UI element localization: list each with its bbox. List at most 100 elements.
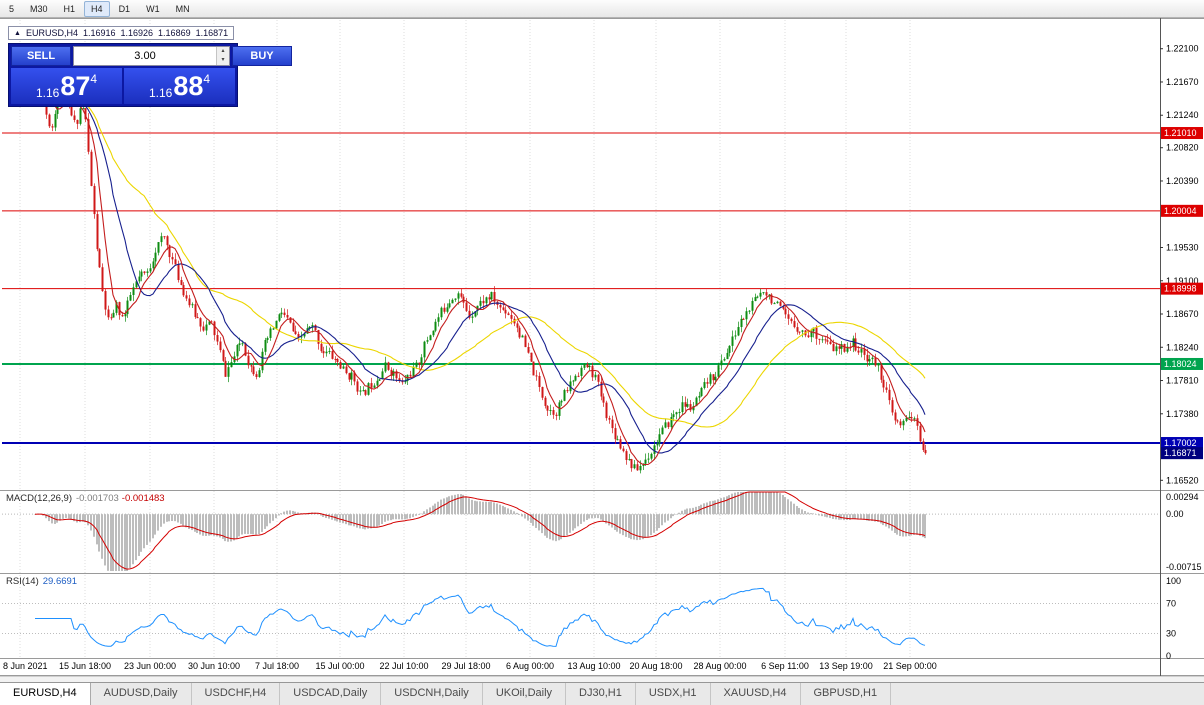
time-axis-label: 8 Jun 2021 [3, 661, 48, 671]
ma-40-line [34, 76, 926, 428]
macd-signal-value: -0.001483 [121, 493, 165, 504]
svg-text:1.20004: 1.20004 [1164, 206, 1197, 216]
ask-big-digits: 88 [173, 71, 204, 101]
time-axis-label: 15 Jun 18:00 [59, 661, 111, 671]
ohlc-low: 1.16869 [158, 28, 191, 38]
ohlc-close: 1.16871 [195, 28, 229, 38]
volume-input[interactable] [74, 47, 216, 65]
svg-text:1.18024: 1.18024 [1164, 359, 1197, 369]
svg-text:100: 100 [1166, 576, 1181, 586]
svg-text:-0.00715: -0.00715 [1166, 562, 1202, 572]
price-axis-label: 1.19100 [1166, 276, 1199, 286]
time-axis-label: 13 Sep 19:00 [819, 661, 873, 671]
price-axis-label: 1.20820 [1166, 143, 1199, 153]
chart-tab-GBPUSD-H1[interactable]: GBPUSD,H1 [801, 683, 892, 705]
timeframe-button-H4[interactable]: H4 [84, 0, 110, 17]
timeframe-button-MN[interactable]: MN [175, 3, 190, 14]
chart-canvas[interactable]: 1.22100 1.21670 1.21240 1.20820 1.20390 1.195… [0, 18, 1204, 676]
chart-tab-EURUSD-H4[interactable]: EURUSD,H4 [0, 683, 91, 705]
moving-averages [34, 76, 926, 466]
rsi-value: 29.6691 [42, 576, 78, 587]
one-click-trading-panel: SELL ▴ ▾ BUY 1.16 87 4 1.16 88 4 [8, 43, 292, 107]
macd-panel: 0.00294 0.00 -0.00715 [2, 491, 1202, 572]
ask-pip-digit: 4 [203, 72, 211, 86]
svg-text:1.17002: 1.17002 [1164, 438, 1197, 448]
rsi-indicator-header: RSI(14) 29.6691 [6, 576, 77, 587]
macd-indicator-header: MACD(12,26,9) -0.001703 -0.001483 [6, 493, 165, 504]
ma-7-line [34, 76, 926, 466]
sell-button[interactable]: SELL [11, 46, 71, 66]
macd-label: MACD(12,26,9) [6, 493, 72, 504]
time-axis-label: 23 Jun 00:00 [124, 661, 176, 671]
ask-prefix: 1.16 [148, 86, 173, 100]
chart-tab-USDCNH-Daily[interactable]: USDCNH,Daily [381, 683, 483, 705]
buy-button[interactable]: BUY [232, 46, 292, 66]
current-price-tag [1161, 447, 1203, 460]
price-axis[interactable]: 1.22100 1.21670 1.21240 1.20820 1.20390 1.195… [1160, 44, 1203, 486]
svg-text:1.21010: 1.21010 [1164, 128, 1197, 138]
price-axis-label: 1.21240 [1166, 110, 1199, 120]
level-price-tag [1161, 204, 1203, 217]
chart-tab-DJ30-H1[interactable]: DJ30,H1 [566, 683, 636, 705]
level-price-tag [1161, 127, 1203, 140]
candles-layer [34, 68, 927, 474]
time-axis-label: 6 Sep 11:00 [761, 661, 809, 671]
price-axis-label: 1.18670 [1166, 309, 1199, 319]
collapse-arrow-icon[interactable]: ▲ [14, 29, 21, 37]
macd-main-value: -0.001703 [76, 493, 119, 504]
bid-pip-digit: 4 [90, 72, 98, 86]
level-price-tag [1161, 357, 1203, 370]
chart-tab-USDCAD-Daily[interactable]: USDCAD,Daily [280, 683, 382, 705]
chart-tab-USDX-H1[interactable]: USDX,H1 [636, 683, 711, 705]
chart-tab-UKOil-Daily[interactable]: UKOil,Daily [483, 683, 567, 705]
time-axis-label: 29 Jul 18:00 [441, 661, 490, 671]
chart-tab-XAUUSD-H4[interactable]: XAUUSD,H4 [711, 683, 801, 705]
chart-tab-AUDUSD-Daily[interactable]: AUDUSD,Daily [91, 683, 192, 705]
volume-spinner: ▴ ▾ [216, 47, 229, 65]
timeframe-button-M30[interactable]: M30 [30, 3, 48, 14]
timeframe-button-D1[interactable]: D1 [118, 3, 131, 14]
price-axis-label: 1.17380 [1166, 409, 1199, 419]
bid-price[interactable]: 1.16 87 4 [11, 68, 122, 104]
time-axis-label: 20 Aug 18:00 [629, 661, 682, 671]
level-price-tag [1161, 437, 1203, 450]
timeframe-button-H1[interactable]: H1 [63, 3, 76, 14]
time-axis[interactable]: 8 Jun 2021 15 Jun 18:00 23 Jun 00:00 30 Jun… [3, 661, 937, 671]
ohlc-high: 1.16926 [120, 28, 154, 38]
level-price-tag [1161, 282, 1203, 295]
volume-field: ▴ ▾ [73, 46, 230, 66]
svg-text:30: 30 [1166, 629, 1176, 639]
price-axis-label: 1.21670 [1166, 77, 1199, 87]
grid-layer [19, 20, 911, 658]
bid-big-digits: 87 [60, 71, 91, 101]
price-axis-label: 1.17810 [1166, 376, 1199, 386]
time-axis-label: 6 Aug 00:00 [506, 661, 554, 671]
rsi-label: RSI(14) [6, 576, 39, 587]
bid-prefix: 1.16 [35, 86, 60, 100]
ask-price[interactable]: 1.16 88 4 [124, 68, 235, 104]
svg-text:0: 0 [1166, 651, 1171, 661]
price-axis-label: 1.16520 [1166, 475, 1199, 485]
ohlc-open: 1.16916 [82, 28, 116, 38]
price-axis-label: 1.19530 [1166, 242, 1199, 252]
volume-up-icon[interactable]: ▴ [217, 47, 229, 56]
svg-text:0.00294: 0.00294 [1166, 492, 1199, 502]
time-axis-label: 15 Jul 00:00 [315, 661, 364, 671]
time-axis-label: 28 Aug 00:00 [693, 661, 746, 671]
timeframe-button-W1[interactable]: W1 [146, 3, 160, 14]
price-axis-label: 1.20390 [1166, 176, 1199, 186]
horizontal-scrollbar[interactable] [0, 676, 1204, 682]
time-axis-label: 13 Aug 10:00 [567, 661, 620, 671]
time-axis-label: 22 Jul 10:00 [379, 661, 428, 671]
ma-18-line [34, 76, 926, 454]
svg-text:70: 70 [1166, 599, 1176, 609]
volume-down-icon[interactable]: ▾ [217, 56, 229, 65]
price-levels [2, 132, 1160, 445]
timeframe-button-5[interactable]: 5 [9, 3, 15, 14]
svg-text:1.18998: 1.18998 [1164, 284, 1197, 294]
svg-text:1.16871: 1.16871 [1164, 448, 1197, 458]
chart-tab-USDCHF-H4[interactable]: USDCHF,H4 [192, 683, 281, 705]
panel-borders [0, 18, 1204, 676]
price-axis-label: 1.18240 [1166, 342, 1199, 352]
